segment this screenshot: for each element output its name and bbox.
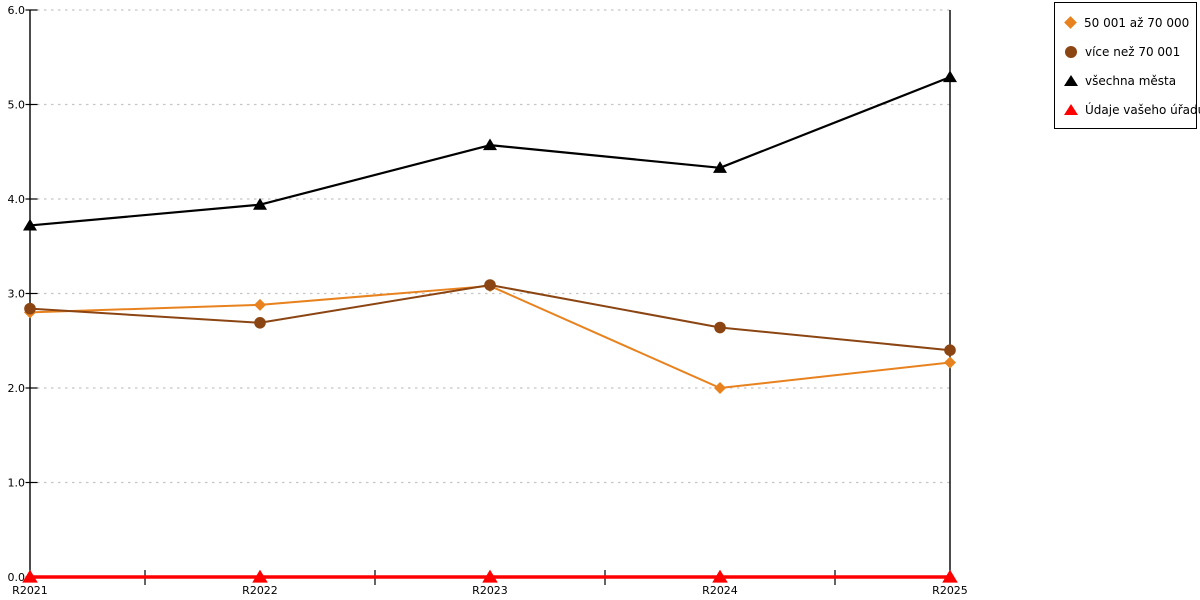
diamond-marker-icon [1064, 16, 1077, 29]
data-point-marker [23, 218, 37, 231]
data-point-marker [943, 70, 957, 83]
x-tick-label: R2025 [932, 584, 968, 597]
legend-item: všechna města [1064, 66, 1194, 95]
legend-label: více než 70 001 [1085, 44, 1181, 59]
y-tick-label: 0.0 [8, 571, 26, 584]
data-point-marker [484, 279, 496, 291]
data-point-marker [252, 569, 268, 583]
y-tick-label: 6.0 [8, 4, 26, 17]
legend: 50 001 až 70 000 více než 70 001 všechna… [1054, 2, 1200, 129]
data-point-marker [253, 198, 267, 210]
data-point-marker [942, 569, 958, 583]
legend-label: všechna města [1085, 73, 1177, 88]
triangle-marker-icon [1064, 104, 1078, 115]
y-tick-label: 3.0 [8, 288, 26, 301]
x-tick-label: R2024 [702, 584, 738, 597]
y-tick-label: 1.0 [8, 477, 26, 490]
data-point-marker [713, 161, 727, 173]
x-tick-label: R2023 [472, 584, 508, 597]
data-point-marker [944, 344, 956, 357]
data-point-marker [254, 316, 266, 329]
legend-item: více než 70 001 [1064, 37, 1194, 66]
x-tick-label: R2021 [12, 584, 48, 597]
data-point-marker [712, 569, 728, 583]
data-point-marker [483, 138, 497, 151]
data-point-marker [482, 569, 498, 583]
circle-marker-icon [1065, 45, 1077, 58]
series-line [29, 76, 951, 227]
y-tick-label: 2.0 [8, 382, 26, 395]
series-line [29, 283, 951, 352]
y-tick-label: 4.0 [8, 193, 26, 206]
legend-item: 50 001 až 70 000 [1064, 8, 1194, 37]
x-tick-label: R2022 [242, 584, 278, 597]
y-tick-label: 5.0 [8, 99, 26, 112]
data-point-marker [714, 321, 726, 334]
data-point-marker [254, 298, 266, 311]
legend-label: Údaje vašeho úřadu [1085, 102, 1200, 117]
legend-item: Údaje vašeho úřadu [1064, 95, 1200, 124]
data-point-marker [714, 382, 726, 394]
legend-label: 50 001 až 70 000 [1084, 15, 1190, 30]
data-point-marker [22, 569, 38, 583]
triangle-marker-icon [1064, 75, 1078, 86]
data-point-marker [24, 302, 36, 315]
data-point-marker [944, 356, 956, 369]
